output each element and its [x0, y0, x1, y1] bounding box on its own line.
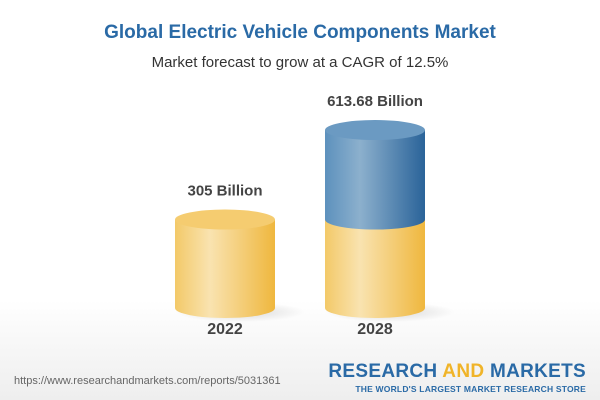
data-label: 305 Billion	[187, 183, 262, 200]
bar-2028-growth	[325, 130, 425, 230]
x-tick-label: 2022	[207, 321, 243, 338]
data-label: 613.68 Billion	[327, 93, 423, 110]
research-and-markets-logo: RESEARCH AND MARKETS THE WORLD'S LARGEST…	[328, 361, 586, 394]
bar-2028-growth-top	[325, 120, 425, 141]
chart-title: Global Electric Vehicle Components Marke…	[104, 22, 496, 43]
logo-text: RESEARCH	[328, 361, 443, 382]
x-tick-label: 2028	[357, 321, 393, 338]
source-url[interactable]: https://www.researchandmarkets.com/repor…	[14, 375, 281, 387]
logo-text-and: AND	[442, 361, 485, 382]
chart-subtitle: Market forecast to grow at a CAGR of 12.…	[151, 54, 449, 71]
logo-tagline: THE WORLD'S LARGEST MARKET RESEARCH STOR…	[355, 384, 586, 394]
bar-2028-base	[325, 219, 425, 318]
bar-2022	[175, 219, 275, 318]
logo-text-markets: MARKETS	[484, 361, 586, 382]
bar-2022-top	[175, 209, 275, 230]
